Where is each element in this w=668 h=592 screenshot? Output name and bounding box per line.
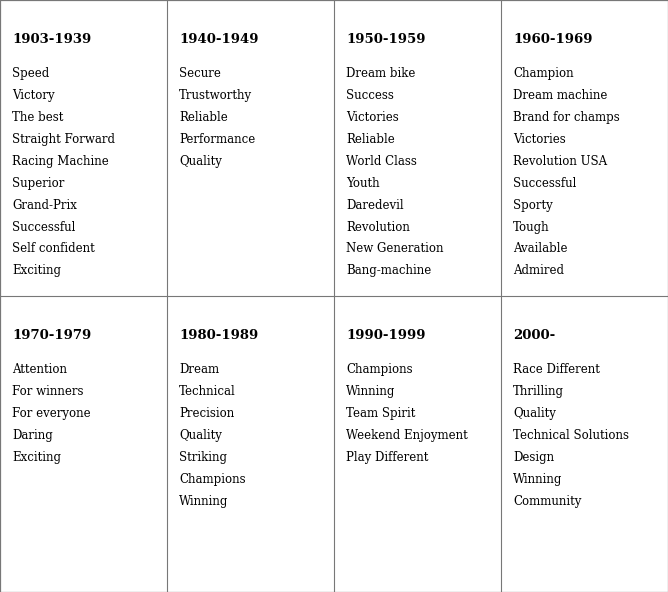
Text: Design: Design [513, 451, 554, 464]
Text: Revolution USA: Revolution USA [513, 155, 607, 168]
Text: Reliable: Reliable [346, 133, 395, 146]
Text: Admired: Admired [513, 265, 564, 277]
Text: Reliable: Reliable [179, 111, 228, 124]
Text: Successful: Successful [12, 221, 75, 233]
Text: Performance: Performance [179, 133, 255, 146]
Text: Victory: Victory [12, 89, 55, 102]
Text: Victories: Victories [346, 111, 399, 124]
Text: Winning: Winning [179, 494, 228, 507]
Text: Bang-machine: Bang-machine [346, 265, 432, 277]
Text: Precision: Precision [179, 407, 234, 420]
Text: Self confident: Self confident [12, 243, 95, 255]
Text: Striking: Striking [179, 451, 227, 464]
Text: Dream machine: Dream machine [513, 89, 607, 102]
Text: Technical: Technical [179, 385, 236, 398]
Text: Trustworthy: Trustworthy [179, 89, 252, 102]
Text: Tough: Tough [513, 221, 550, 233]
Text: Attention: Attention [12, 363, 67, 376]
Text: Sporty: Sporty [513, 199, 553, 211]
Text: 2000-: 2000- [513, 329, 555, 342]
Text: Racing Machine: Racing Machine [12, 155, 109, 168]
Text: 1970-1979: 1970-1979 [12, 329, 92, 342]
Text: Exciting: Exciting [12, 265, 61, 277]
Text: Revolution: Revolution [346, 221, 410, 233]
Text: 1950-1959: 1950-1959 [346, 33, 426, 46]
Text: 1940-1949: 1940-1949 [179, 33, 259, 46]
Text: Success: Success [346, 89, 394, 102]
Text: 1980-1989: 1980-1989 [179, 329, 259, 342]
Text: 1903-1939: 1903-1939 [12, 33, 92, 46]
Text: Weekend Enjoyment: Weekend Enjoyment [346, 429, 468, 442]
Text: Winning: Winning [346, 385, 395, 398]
Text: Superior: Superior [12, 177, 64, 189]
Text: Victories: Victories [513, 133, 566, 146]
Text: Thrilling: Thrilling [513, 385, 564, 398]
Text: Grand-Prix: Grand-Prix [12, 199, 77, 211]
Text: Youth: Youth [346, 177, 379, 189]
Text: Race Different: Race Different [513, 363, 600, 376]
Text: The best: The best [12, 111, 63, 124]
Text: 1990-1999: 1990-1999 [346, 329, 426, 342]
Text: Dream: Dream [179, 363, 219, 376]
Text: Quality: Quality [179, 155, 222, 168]
Text: Straight Forward: Straight Forward [12, 133, 115, 146]
Text: Quality: Quality [179, 429, 222, 442]
Text: Technical Solutions: Technical Solutions [513, 429, 629, 442]
Text: Champions: Champions [179, 472, 246, 485]
Text: Dream bike: Dream bike [346, 67, 415, 80]
Text: Winning: Winning [513, 472, 562, 485]
Text: For everyone: For everyone [12, 407, 91, 420]
Text: Daredevil: Daredevil [346, 199, 403, 211]
Text: Play Different: Play Different [346, 451, 428, 464]
Text: Speed: Speed [12, 67, 49, 80]
Text: 1960-1969: 1960-1969 [513, 33, 593, 46]
Text: Community: Community [513, 494, 581, 507]
Text: For winners: For winners [12, 385, 84, 398]
Text: Champion: Champion [513, 67, 574, 80]
Text: Daring: Daring [12, 429, 53, 442]
Text: Available: Available [513, 243, 568, 255]
Text: Secure: Secure [179, 67, 221, 80]
Text: Successful: Successful [513, 177, 576, 189]
Text: Team Spirit: Team Spirit [346, 407, 415, 420]
Text: Exciting: Exciting [12, 451, 61, 464]
Text: Champions: Champions [346, 363, 413, 376]
Text: Brand for champs: Brand for champs [513, 111, 620, 124]
Text: New Generation: New Generation [346, 243, 444, 255]
Text: World Class: World Class [346, 155, 417, 168]
Text: Quality: Quality [513, 407, 556, 420]
